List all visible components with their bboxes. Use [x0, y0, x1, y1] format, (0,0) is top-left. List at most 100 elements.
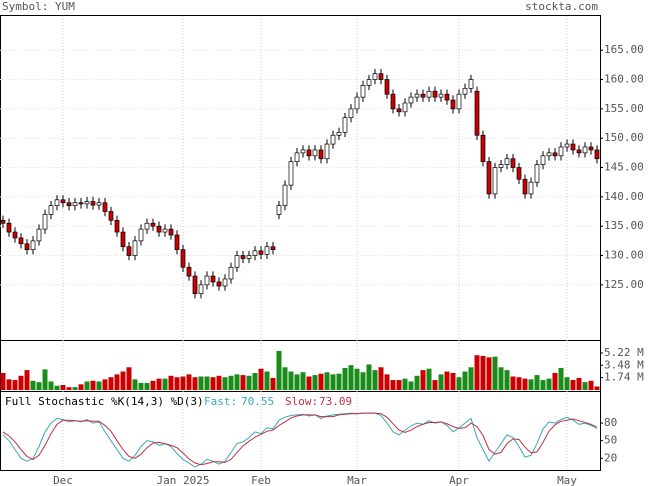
volume-bar — [444, 371, 450, 390]
candle-body — [474, 90, 480, 136]
candle-body — [570, 143, 576, 151]
volume-bar — [522, 378, 528, 390]
volume-bar — [480, 355, 486, 390]
plot-frame — [0, 15, 601, 471]
volume-bar — [558, 367, 564, 390]
candle-body — [78, 202, 84, 205]
volume-bar — [372, 370, 378, 390]
volume-bar — [36, 382, 42, 390]
y-tick-label: 160.00 — [604, 73, 644, 86]
candle-body — [72, 202, 78, 207]
candle-body — [480, 134, 486, 163]
volume-bar — [276, 350, 282, 390]
candle-body — [450, 99, 456, 110]
candle-body — [492, 167, 498, 195]
y-tick-label: 50 — [604, 434, 617, 447]
candle-body — [300, 149, 306, 154]
candle-body — [546, 152, 552, 157]
volume-bar — [0, 372, 6, 390]
volume-bar — [510, 376, 516, 390]
volume-bar — [282, 367, 288, 390]
candle-body — [336, 131, 342, 136]
volume-bar — [66, 387, 72, 390]
volume-bar — [144, 382, 150, 390]
volume-bar — [468, 367, 474, 390]
volume-bar — [384, 374, 390, 390]
volume-bar — [336, 373, 342, 390]
volume-bar — [90, 380, 96, 390]
volume-bar — [492, 356, 498, 390]
y-tick-label: 140.00 — [604, 190, 644, 203]
volume-bar — [12, 380, 18, 390]
stoch-line — [2, 412, 598, 468]
volume-bar — [204, 376, 210, 390]
candle-body — [222, 278, 228, 287]
volume-bar — [504, 370, 510, 390]
candle-body — [324, 143, 330, 160]
candle-body — [276, 205, 282, 215]
volume-bar — [552, 372, 558, 390]
candle-body — [174, 234, 180, 251]
candle-body — [96, 202, 102, 206]
candle-body — [420, 93, 426, 98]
candle-body — [282, 184, 288, 207]
candle-body — [54, 199, 60, 207]
candle-body — [594, 149, 600, 160]
volume-bar — [318, 373, 324, 390]
volume-bar — [126, 367, 132, 390]
candle-body — [504, 158, 510, 165]
candle-body — [102, 202, 108, 212]
x-tick-label: Mar — [347, 474, 367, 486]
volume-bar — [162, 378, 168, 390]
candle-body — [456, 93, 462, 110]
volume-bar — [420, 370, 426, 390]
volume-bar — [462, 371, 468, 390]
candle-body — [264, 246, 270, 255]
volume-bar — [54, 385, 60, 390]
y-tick-label: 1.74 M — [604, 371, 644, 384]
volume-bar — [30, 380, 36, 390]
y-tick-label: 5.22 M — [604, 346, 644, 359]
volume-bar — [438, 374, 444, 390]
candle-body — [162, 228, 168, 233]
candle-body — [36, 228, 42, 242]
y-tick-label: 125.00 — [604, 278, 644, 291]
volume-bar — [138, 382, 144, 390]
symbol: Symbol: YUM — [2, 0, 75, 13]
volume-bar — [456, 377, 462, 390]
fast-value: 70.55 — [241, 395, 274, 408]
volume-bar — [96, 381, 102, 390]
y-tick-label: 80 — [604, 416, 617, 429]
volume-bar — [348, 365, 354, 390]
candle-body — [204, 275, 210, 286]
y-tick-label: 130.00 — [604, 249, 644, 262]
candle-body — [156, 225, 162, 233]
volume-bar — [228, 375, 234, 390]
x-tick-label: Dec — [53, 474, 73, 486]
volume-bar — [222, 377, 228, 390]
candle-body — [120, 231, 126, 248]
volume-bar — [288, 371, 294, 390]
volume-bar — [534, 375, 540, 390]
y-tick-label: 145.00 — [604, 161, 644, 174]
candle-body — [564, 143, 570, 148]
volume-bar — [432, 380, 438, 390]
volume-bar — [210, 377, 216, 390]
y-tick-label: 150.00 — [604, 131, 644, 144]
candle-body — [330, 134, 336, 145]
volume-bar — [150, 380, 156, 390]
volume-bar — [234, 374, 240, 390]
slow-label: Slow: — [285, 395, 318, 408]
candle-body — [510, 158, 516, 168]
volume-bar — [18, 375, 24, 390]
candle-body — [66, 202, 72, 207]
candle-body — [444, 93, 450, 101]
volume-bar — [426, 368, 432, 390]
volume-bar — [450, 372, 456, 390]
candle-body — [432, 90, 438, 98]
candle-body — [354, 96, 360, 110]
candle-body — [126, 246, 132, 256]
stoch-line — [2, 412, 598, 466]
volume-bar — [516, 377, 522, 390]
